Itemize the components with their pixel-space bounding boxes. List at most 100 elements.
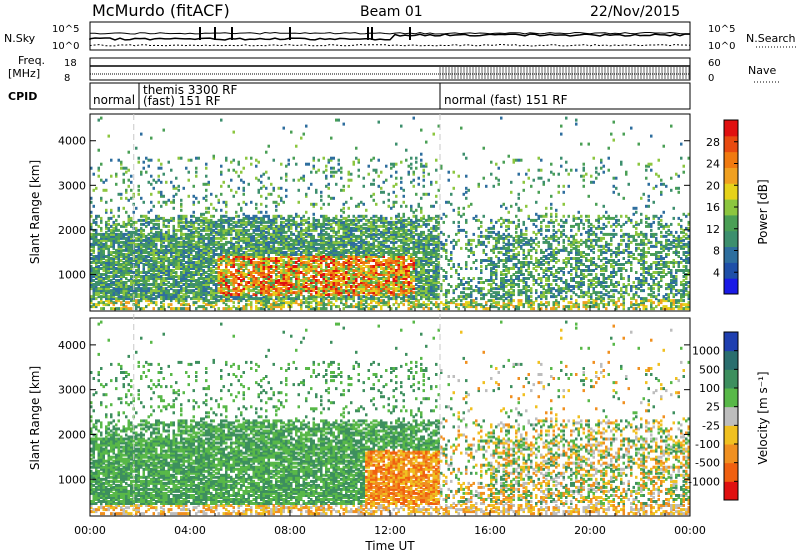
power-cell	[307, 240, 310, 244]
power-cell	[140, 299, 143, 303]
power-cell	[147, 299, 150, 303]
power-cell	[170, 269, 173, 272]
power-cell	[305, 297, 308, 301]
power-cell	[237, 248, 240, 252]
freq-traces	[90, 65, 690, 79]
power-cell	[137, 273, 140, 276]
power-cell	[170, 244, 173, 248]
power-cell	[137, 257, 140, 260]
power-cell	[207, 293, 210, 297]
power-cell	[192, 246, 195, 250]
power-cell	[212, 257, 215, 260]
power-cell	[127, 220, 130, 224]
power-cell	[285, 301, 288, 305]
power-cell	[342, 216, 345, 220]
power-cell	[232, 273, 235, 276]
power-cell	[97, 255, 100, 258]
power-cell	[110, 259, 113, 262]
power-cell	[195, 265, 198, 268]
power-cell	[200, 263, 203, 266]
power-cell	[157, 226, 160, 230]
power-cell	[135, 226, 138, 230]
power-cell	[95, 271, 98, 274]
power-cell	[157, 158, 160, 162]
power-cell	[145, 214, 148, 218]
power-cell	[90, 242, 93, 246]
power-cell	[277, 214, 280, 218]
power-cell	[260, 307, 263, 311]
power-cell	[282, 293, 285, 297]
power-cell	[167, 265, 170, 268]
power-cell	[237, 255, 240, 258]
power-cell	[205, 188, 208, 192]
power-cell	[177, 265, 180, 268]
power-cell	[202, 222, 205, 226]
power-cell	[302, 222, 305, 226]
power-cell	[160, 230, 163, 234]
power-cell	[292, 257, 295, 260]
nsky-trace-upper	[89, 31, 690, 35]
power-cell	[127, 271, 130, 274]
power-cell	[312, 285, 315, 288]
power-cell	[197, 291, 200, 295]
power-cell	[160, 234, 163, 238]
power-cell	[205, 253, 208, 256]
power-cell	[400, 301, 403, 305]
power-cell	[385, 301, 388, 305]
power-cell	[195, 220, 198, 224]
freq-label: Freq.	[18, 54, 45, 67]
power-cell	[175, 251, 178, 254]
power-cell	[117, 206, 120, 210]
power-cell	[105, 222, 108, 226]
power-cell	[105, 230, 108, 234]
power-cell	[235, 289, 238, 293]
power-cell	[202, 299, 205, 303]
power-cell	[242, 307, 245, 311]
power-cell	[195, 253, 198, 256]
power-cell	[100, 216, 103, 220]
power-cell	[267, 305, 270, 309]
power-cell	[162, 269, 165, 272]
power-cell	[115, 293, 118, 297]
power-cell	[160, 244, 163, 248]
power-cell	[117, 242, 120, 246]
power-cell	[282, 289, 285, 293]
power-cell	[260, 240, 263, 244]
power-cell	[97, 289, 100, 293]
power-cell	[275, 214, 278, 218]
power-cell	[350, 285, 353, 288]
power-cell	[117, 232, 120, 236]
power-cell	[195, 242, 198, 246]
power-cell	[212, 259, 215, 262]
power-cell	[102, 232, 105, 236]
power-cell	[230, 216, 233, 220]
power-cell	[200, 305, 203, 309]
power-cell	[135, 261, 138, 264]
power-cell	[167, 261, 170, 264]
power-cell	[170, 200, 173, 204]
power-cell	[157, 236, 160, 240]
power-cell	[260, 202, 263, 206]
power-cell	[320, 214, 323, 218]
power-cell	[155, 283, 158, 286]
power-cell	[162, 255, 165, 258]
power-cell	[120, 196, 123, 200]
power-cell	[322, 228, 325, 232]
power-cell	[130, 293, 133, 297]
power-cell	[320, 198, 323, 202]
power-cell	[372, 198, 375, 202]
power-cell	[112, 301, 115, 305]
power-cell	[182, 265, 185, 268]
power-cell	[237, 283, 240, 286]
power-cell	[182, 240, 185, 244]
station-title: McMurdo (fitACF)	[92, 1, 230, 20]
power-cell	[207, 253, 210, 256]
power-cell	[120, 283, 123, 286]
power-cell	[222, 242, 225, 246]
power-cell	[260, 281, 263, 284]
power-cell	[237, 228, 240, 232]
power-cell	[167, 269, 170, 272]
power-cell	[387, 234, 390, 238]
power-cell	[225, 230, 228, 234]
power-cell	[147, 269, 150, 272]
